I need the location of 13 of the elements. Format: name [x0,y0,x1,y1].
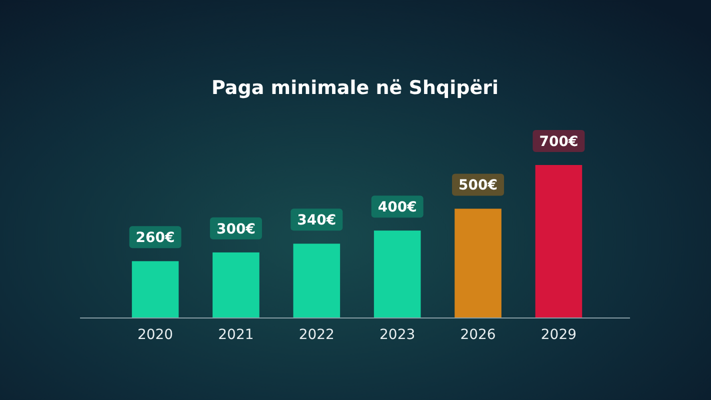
data-label: 340€ [297,212,336,229]
data-label: 700€ [539,134,578,150]
x-tick-label: 2021 [218,327,254,343]
data-label: 400€ [378,200,417,216]
x-tick-label: 2023 [380,327,416,343]
x-tick-label: 2022 [298,327,334,343]
x-tick-label: 2026 [460,327,496,343]
data-label: 500€ [458,178,498,194]
data-label: 300€ [216,221,256,238]
chart-title: Paga minimale në Shqipëri [212,77,498,99]
x-tick-label: 2020 [137,327,174,343]
data-label: 260€ [136,230,175,246]
x-tick-label: 2029 [540,327,577,343]
